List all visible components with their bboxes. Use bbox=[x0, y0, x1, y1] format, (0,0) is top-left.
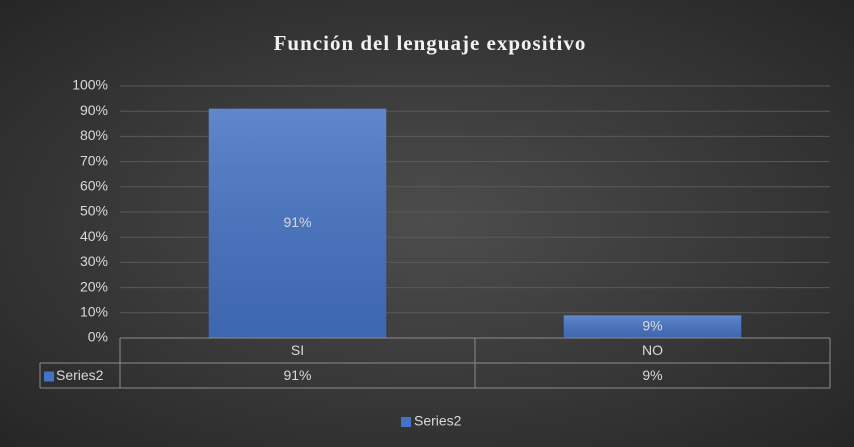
table-value: 9% bbox=[642, 367, 662, 383]
y-tick-label: 20% bbox=[80, 278, 108, 294]
y-tick-label: 40% bbox=[80, 228, 108, 244]
x-tick-label: SI bbox=[291, 342, 304, 358]
y-tick-label: 70% bbox=[80, 152, 108, 168]
table-legend-key bbox=[44, 371, 54, 382]
legend-key bbox=[401, 417, 411, 427]
y-tick-label: 100% bbox=[72, 77, 108, 93]
y-tick-label: 0% bbox=[88, 329, 108, 345]
x-tick-label: NO bbox=[642, 342, 663, 358]
y-tick-label: 80% bbox=[80, 127, 108, 143]
data-label: 91% bbox=[283, 214, 311, 230]
y-tick-label: 90% bbox=[80, 102, 108, 118]
data-label: 9% bbox=[642, 317, 662, 333]
y-tick-label: 60% bbox=[80, 178, 108, 194]
table-value: 91% bbox=[283, 367, 311, 383]
y-tick-label: 50% bbox=[80, 203, 108, 219]
y-tick-label: 30% bbox=[80, 253, 108, 269]
y-tick-label: 10% bbox=[80, 304, 108, 320]
table-series-name: Series2 bbox=[56, 367, 104, 383]
legend-label: Series2 bbox=[414, 413, 462, 429]
chart-title: Función del lenguaje expositivo bbox=[274, 31, 587, 55]
